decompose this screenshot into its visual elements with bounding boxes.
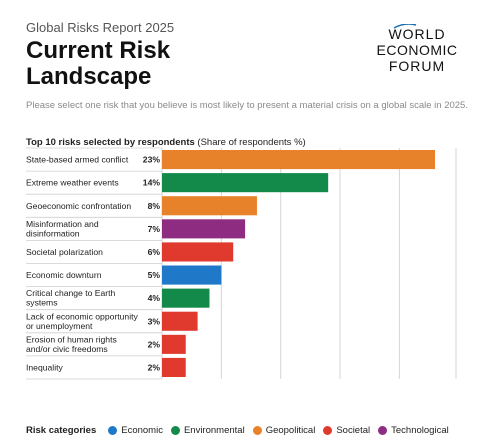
value-label: 3% xyxy=(148,316,161,326)
legend-items: Economic Environmental Geopolitical Societa… xyxy=(108,425,456,436)
wef-logo: WORLD ECONOMIC FORUM xyxy=(377,24,458,74)
bar xyxy=(162,288,210,308)
page-title-line-2: Landscape xyxy=(26,63,152,90)
legend-label: Economic xyxy=(121,425,163,436)
category-label: Erosion of human rights and/or civic free… xyxy=(26,334,117,354)
legend-label: Technological xyxy=(391,425,449,436)
logo-arc xyxy=(393,24,417,29)
bar xyxy=(162,265,222,285)
page-title: Current Risk Landscape xyxy=(26,38,226,90)
category-label: Societal polarization xyxy=(26,247,103,257)
bar xyxy=(162,334,186,354)
category-label: Misinformation and disinformation xyxy=(26,219,99,239)
page-title-line-1: Current Risk xyxy=(26,37,171,64)
value-label: 14% xyxy=(143,178,161,188)
bar xyxy=(162,311,198,331)
bar xyxy=(162,196,257,216)
value-label: 7% xyxy=(148,224,161,234)
legend-item: Economic xyxy=(108,425,163,436)
chart-heading-unit: (Share of respondents %) xyxy=(197,137,306,148)
report-name: Global Risks Report 2025 xyxy=(26,20,175,35)
category-label: State-based armed conflict xyxy=(26,155,129,165)
logo-line-2: ECONOMIC xyxy=(377,42,458,58)
legend-swatch xyxy=(170,426,180,435)
bar xyxy=(162,219,246,239)
value-label: 2% xyxy=(148,362,161,372)
legend-item: Societal xyxy=(323,425,370,436)
legend-label: Societal xyxy=(336,425,371,436)
value-label: 5% xyxy=(148,270,161,280)
legend-title: Risk categories xyxy=(26,425,97,436)
category-label: Economic downturn xyxy=(26,270,102,280)
category-label: Lack of economic opportunity or unemploym… xyxy=(26,311,138,331)
legend-item: Environmental xyxy=(170,425,245,436)
question-prompt: Please select one risk that you believe … xyxy=(26,100,468,111)
logo-line-1: WORLD xyxy=(388,26,445,42)
value-label: 8% xyxy=(148,201,161,211)
legend-label: Geopolitical xyxy=(265,425,316,436)
chart-heading-bold: Top 10 risks selected by respondents xyxy=(26,137,195,148)
legend-item: Technological xyxy=(378,425,449,436)
bar xyxy=(162,357,186,377)
legend-label: Environmental xyxy=(183,425,245,436)
value-label: 4% xyxy=(148,293,161,303)
logo-line-3: FORUM xyxy=(389,58,445,74)
category-label: Inequality xyxy=(26,362,63,372)
value-label: 6% xyxy=(148,247,161,257)
legend-swatch xyxy=(323,426,333,435)
legend-swatch xyxy=(252,426,262,435)
value-label: 23% xyxy=(143,155,161,165)
legend-swatch xyxy=(108,426,118,435)
legend: Risk categories Economic Environmental Geo… xyxy=(26,425,457,436)
category-label: Extreme weather events xyxy=(26,178,119,188)
category-label: Geoeconomic confrontation xyxy=(26,201,131,211)
category-label: Critical change to Earth systems xyxy=(26,288,116,308)
bar xyxy=(162,173,329,193)
legend-item: Geopolitical xyxy=(252,425,316,436)
value-label: 2% xyxy=(148,339,161,349)
bar xyxy=(162,150,435,170)
legend-swatch xyxy=(378,426,388,435)
bar xyxy=(162,242,234,262)
chart-heading: Top 10 risks selected by respondents (Sh… xyxy=(26,137,306,148)
